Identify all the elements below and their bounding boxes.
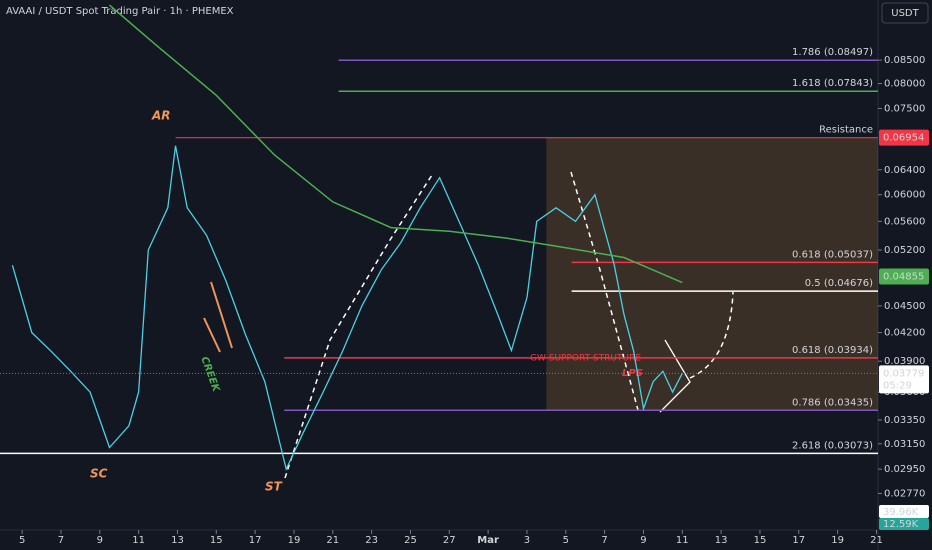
- x-tick-label: 13: [171, 535, 184, 546]
- y-tick-label: 0.06400: [884, 165, 925, 176]
- x-tick-label: 7: [601, 535, 607, 546]
- resistance-label: Resistance: [819, 125, 873, 136]
- x-tick-label: 11: [676, 535, 689, 546]
- x-tick-label: Mar: [477, 535, 499, 546]
- volume-box: [879, 505, 929, 518]
- y-tick-label: 0.07500: [884, 103, 925, 114]
- level-label: 1.618 (0.07843): [792, 78, 873, 89]
- y-tick-label: 0.06000: [884, 190, 925, 201]
- annotation: AR: [151, 109, 171, 123]
- volume-label: 12.59K: [883, 519, 919, 530]
- x-tick-label: 13: [715, 535, 728, 546]
- y-tick-label: 0.08500: [884, 55, 925, 66]
- x-tick-label: 25: [404, 535, 417, 546]
- x-tick-label: 11: [132, 535, 145, 546]
- price-line: [11, 145, 683, 472]
- moving-average: [109, 4, 683, 284]
- y-tick-label: 0.03150: [884, 439, 925, 450]
- volume-box: [879, 518, 929, 530]
- annotation: LPS: [622, 368, 643, 379]
- x-tick-label: 23: [365, 535, 378, 546]
- x-tick-label: 19: [831, 535, 844, 546]
- triangle: [659, 339, 691, 413]
- x-tick-label: 17: [249, 535, 262, 546]
- x-tick-label: 9: [640, 535, 646, 546]
- zone: [546, 137, 878, 411]
- y-tick-label: 0.03900: [884, 356, 925, 367]
- price-box: [879, 268, 929, 285]
- x-tick-label: 7: [58, 535, 64, 546]
- x-tick-label: 15: [754, 535, 767, 546]
- price-box: [879, 365, 929, 394]
- price-box-label: 0.06954: [883, 133, 924, 144]
- path-sketch: [284, 171, 734, 479]
- countdown: 05:29: [883, 380, 912, 391]
- price-box-label: 0.03779: [883, 368, 924, 379]
- currency[interactable]: USDT: [891, 8, 919, 19]
- x-tick-label: 9: [97, 535, 103, 546]
- level-label: 0.5 (0.04676): [805, 278, 873, 289]
- x-tick-label: 3: [524, 535, 530, 546]
- x-tick-label: 15: [210, 535, 223, 546]
- annotation: SC: [90, 467, 108, 481]
- price-box-label: 0.04855: [883, 272, 924, 283]
- currency-button[interactable]: [881, 2, 929, 24]
- y-tick-label: 0.03350: [884, 415, 925, 426]
- y-tick-label: 0.05200: [884, 245, 925, 256]
- x-tick-label: 19: [288, 535, 301, 546]
- y-tick-label: 0.08000: [884, 79, 925, 90]
- y-tick-label: 0.05600: [884, 216, 925, 227]
- creek-lines: [203, 281, 233, 353]
- x-tick-label: 5: [563, 535, 569, 546]
- annotation: ST: [265, 480, 283, 494]
- annotation: CREEK: [198, 355, 221, 394]
- volume-label: 39.96K: [883, 507, 919, 518]
- level-label: 0.618 (0.05037): [792, 249, 873, 260]
- y-tick-label: 0.04500: [884, 301, 925, 312]
- level-label: 0.618 (0.03934): [792, 345, 873, 356]
- level-label: 0.786 (0.03435): [792, 397, 873, 408]
- price-box: [879, 129, 929, 146]
- level-label: 2.618 (0.03073): [792, 440, 873, 451]
- y-tick-label: 0.02950: [884, 464, 925, 475]
- x-tick-label: 5: [19, 535, 25, 546]
- y-tick-label: 0.02770: [884, 488, 925, 499]
- chart-title: AVAAI / USDT Spot Trading Pair · 1h · PH…: [6, 6, 234, 17]
- y-tick-label: 0.04200: [884, 328, 925, 339]
- x-tick-label: 21: [870, 535, 883, 546]
- x-tick-label: 17: [792, 535, 805, 546]
- level-label: 1.786 (0.08497): [792, 47, 873, 58]
- x-tick-label: 27: [443, 535, 456, 546]
- x-tick-label: 21: [326, 535, 339, 546]
